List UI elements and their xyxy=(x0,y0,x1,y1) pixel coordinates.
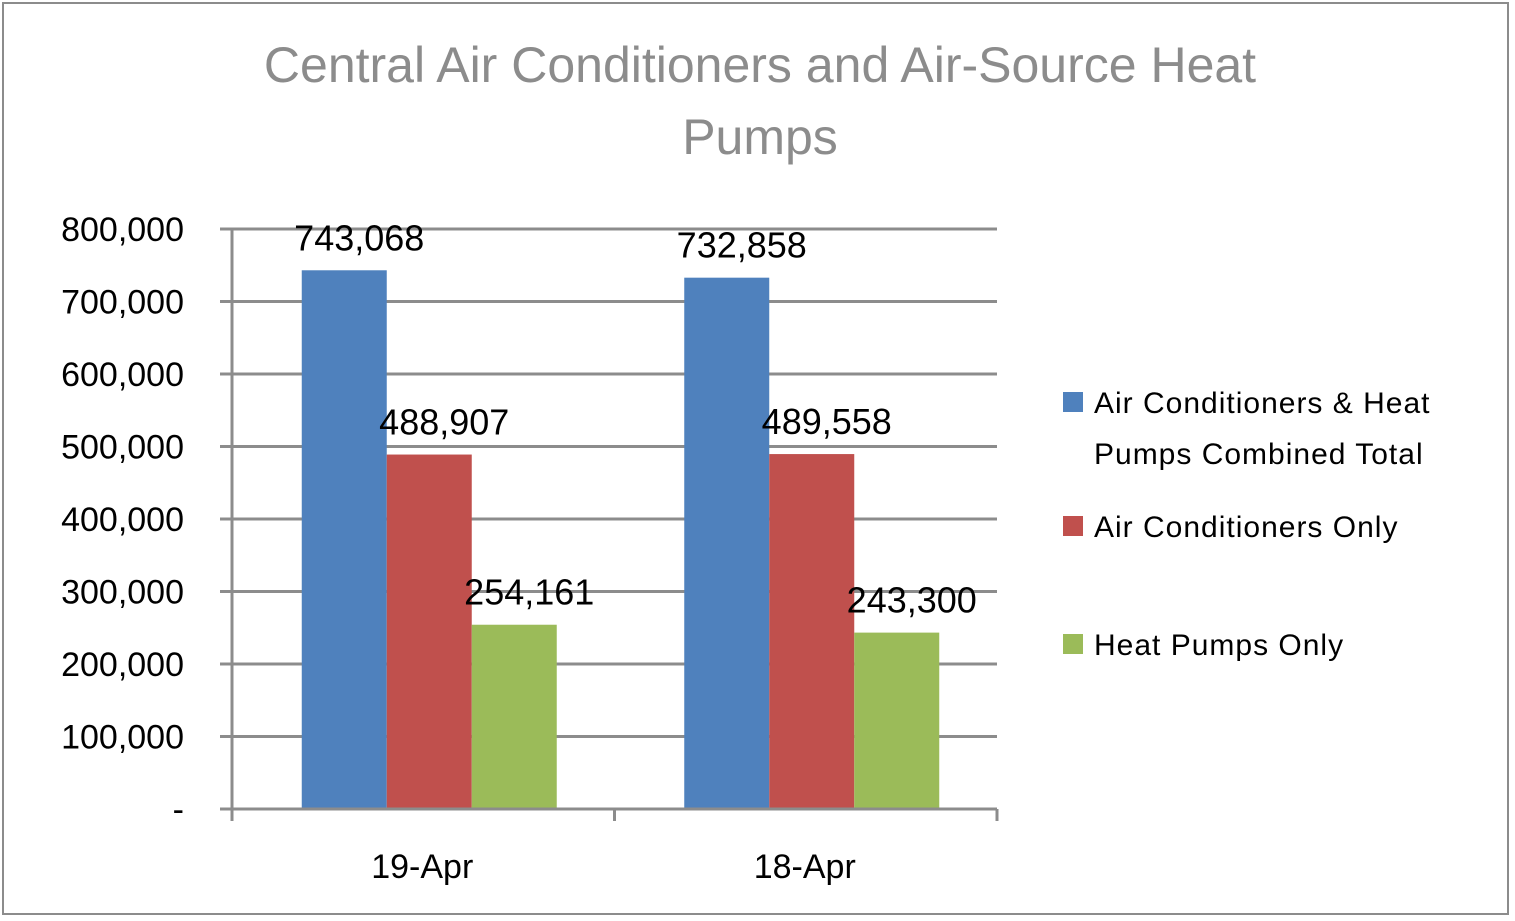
chart-title: Central Air Conditioners and Air-Source … xyxy=(264,37,1256,165)
y-tick-label: 100,000 xyxy=(61,719,184,757)
bars xyxy=(301,270,940,809)
bar xyxy=(854,632,940,809)
x-tick-label: 18-Apr xyxy=(754,848,856,886)
data-label: 732,858 xyxy=(677,225,807,266)
y-tick-label: - xyxy=(173,791,184,829)
axes: - 100,000 200,000 300,000 400,000 500,000 600,… xyxy=(61,211,999,886)
bar xyxy=(769,454,855,809)
legend-label: Air Conditioners & Heat xyxy=(1094,387,1430,420)
data-label: 743,068 xyxy=(294,217,424,258)
y-tick-label: 800,000 xyxy=(61,211,184,249)
legend: Air Conditioners & Heat Pumps Combined To… xyxy=(1063,387,1430,662)
legend-label: Heat Pumps Only xyxy=(1094,629,1344,662)
legend-swatch xyxy=(1063,516,1083,536)
y-tick-label: 400,000 xyxy=(61,501,184,539)
y-tick-label: 500,000 xyxy=(61,429,184,467)
y-tick-label: 700,000 xyxy=(61,284,184,322)
data-label: 254,161 xyxy=(464,572,594,613)
legend-swatch xyxy=(1063,392,1083,412)
y-tick-label: 300,000 xyxy=(61,574,184,612)
bar xyxy=(301,270,387,809)
y-tick-label: 600,000 xyxy=(61,356,184,394)
chart-title-line-1: Central Air Conditioners and Air-Source … xyxy=(264,37,1256,93)
bar xyxy=(684,277,770,809)
legend-swatch xyxy=(1063,634,1083,654)
data-label: 489,558 xyxy=(762,401,892,442)
data-labels: 743,068 488,907 254,161 732,858 489,558 243,3… xyxy=(294,217,977,620)
legend-label: Pumps Combined Total xyxy=(1094,438,1424,471)
bar xyxy=(471,624,557,809)
legend-label: Air Conditioners Only xyxy=(1094,511,1398,544)
chart-title-line-2: Pumps xyxy=(682,109,838,165)
y-tick-label: 200,000 xyxy=(61,646,184,684)
bar xyxy=(386,454,472,809)
x-tick-label: 19-Apr xyxy=(371,848,473,886)
data-label: 243,300 xyxy=(847,580,977,621)
data-label: 488,907 xyxy=(379,402,509,443)
